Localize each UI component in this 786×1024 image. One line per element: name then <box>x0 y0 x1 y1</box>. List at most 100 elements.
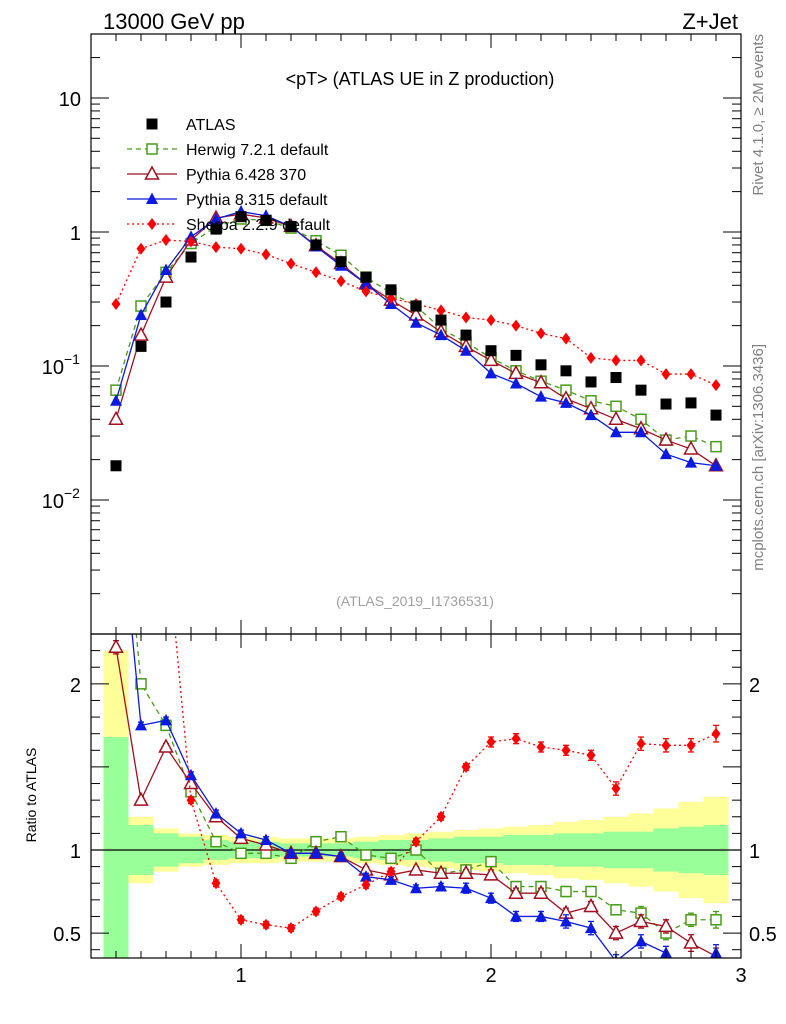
atlas-data-point <box>310 239 322 251</box>
herwig-7-2-1-default-ratio-point <box>385 852 397 865</box>
pythia-8-315-default-main-point <box>435 328 447 341</box>
sherpa-2-2-9-default-ratio-point <box>486 736 496 748</box>
pythia-8-315-default-ratio-point <box>235 826 247 839</box>
atlas-data-point <box>135 340 147 352</box>
herwig-7-2-1-default-ratio-point <box>685 914 697 926</box>
pythia-8-315-default-main-point <box>410 316 422 328</box>
herwig-7-2-1-default-ratio-point <box>135 678 147 690</box>
pythia-8-315-default-ratio-point <box>335 850 347 862</box>
pythia-6-428-370-ratio-point <box>133 791 149 806</box>
pythia-8-315-default-main-point <box>685 456 697 468</box>
pythia-6-428-370-main-point <box>133 326 149 341</box>
sherpa-2-2-9-default-main-point <box>461 311 471 324</box>
sherpa-2-2-9-default-ratio-line <box>174 634 717 929</box>
sherpa-2-2-9-default-ratio-point <box>536 740 546 753</box>
pythia-6-428-370-main-point <box>533 374 549 389</box>
pythia-6-428-370-main-line <box>115 213 717 467</box>
sherpa-2-2-9-default-ratio-point <box>261 918 271 931</box>
legend-sherpa-2-2-9-default-label: Sherpa 2.2.9 default <box>186 217 331 234</box>
pythia-8-315-default-main-point <box>585 408 597 421</box>
sherpa-2-2-9-default-main-point <box>711 379 721 392</box>
legend-pythia-6-428-370-label: Pythia 6.428 370 <box>186 167 306 184</box>
pythia-8-315-default-ratio-point <box>285 846 297 859</box>
herwig-7-2-1-default-ratio-point <box>485 855 497 868</box>
pythia-8-315-default-ratio-point <box>510 909 522 922</box>
atlas-data-point <box>110 460 122 472</box>
atlas-data-point <box>485 345 497 357</box>
pythia-8-315-default-ratio-point <box>485 891 497 904</box>
legend-atlas-label: ATLAS <box>186 117 236 134</box>
header-right-label: Z+Jet <box>682 9 738 34</box>
atlas-data-point <box>610 372 622 384</box>
pythia-8-315-default-main-point <box>710 459 722 471</box>
sherpa-2-2-9-default-main-point <box>311 266 321 279</box>
pythia-6-428-370-ratio-point <box>183 774 199 790</box>
legend-pythia-8-315-default-marker <box>146 192 158 204</box>
pythia-6-428-370-main-point <box>658 431 674 446</box>
pythia-8-315-default-main-point <box>510 376 522 389</box>
herwig-7-2-1-default-main-line <box>115 218 717 448</box>
pythia-6-428-370-ratio-point <box>458 864 474 880</box>
y-tick-label-ratio: 2 <box>70 675 81 697</box>
legend-sherpa-2-2-9-default-marker <box>147 218 157 230</box>
pythia-6-428-370-main-point <box>108 410 124 426</box>
pythia-8-315-default-ratio-point <box>260 833 272 846</box>
legend: ATLAS Herwig 7.2.1 default Pythia 6.428 37… <box>127 117 331 234</box>
sherpa-2-2-9-default-main-point <box>286 257 296 270</box>
pythia-8-315-default-main-point <box>360 277 372 289</box>
pythia-8-315-default-main-point <box>635 425 647 438</box>
pythia-8-315-default-main-point <box>610 425 622 438</box>
y-tick-label-exponent: −2 <box>64 485 80 501</box>
atlas-data-point <box>710 409 722 421</box>
atlas-data-point <box>560 365 572 377</box>
sherpa-2-2-9-default-ratio-point <box>511 732 521 745</box>
pythia-8-315-default-ratio-point <box>210 806 222 819</box>
pythia-6-428-370-ratio-point <box>583 897 599 913</box>
sherpa-2-2-9-default-main-point <box>186 235 196 248</box>
herwig-7-2-1-default-ratio-point <box>710 914 722 926</box>
y-tick-label-ratio-right: 0.5 <box>749 924 777 946</box>
pythia-8-315-default-ratio-point <box>360 870 372 882</box>
atlas-data-point <box>635 384 647 396</box>
y-tick-label-ratio-right: 2 <box>749 675 760 697</box>
legend-pythia-6-428-370-marker <box>144 165 160 180</box>
pythia-8-315-default-main-line <box>115 210 717 467</box>
atlas-data-point <box>685 397 697 409</box>
sherpa-2-2-9-default-ratio-point <box>611 782 621 795</box>
header-left-label: 13000 GeV pp <box>103 9 245 34</box>
rivet-version-label: Rivet 4.1.0, ≥ 2M events <box>750 34 767 196</box>
herwig-7-2-1-default-ratio-point <box>210 835 222 848</box>
sherpa-2-2-9-default-main-point <box>486 314 496 327</box>
pythia-8-315-default-main-point <box>485 366 497 379</box>
pythia-8-315-default-main-point <box>210 212 222 224</box>
atlas-data-point <box>260 214 272 226</box>
atlas-data-point <box>335 256 347 268</box>
pythia-8-315-default-main-point <box>660 447 672 460</box>
pythia-8-315-default-ratio-point <box>310 846 322 859</box>
sherpa-2-2-9-default-ratio-point <box>361 878 371 891</box>
atlas-data-point <box>460 329 472 341</box>
pythia-8-315-default-main-point <box>535 390 547 402</box>
sherpa-2-2-9-default-ratio-point <box>661 739 671 752</box>
sherpa-2-2-9-default-main-point <box>136 242 146 255</box>
sherpa-2-2-9-default-ratio-point <box>686 739 696 752</box>
pythia-6-428-370-ratio-point <box>483 866 499 881</box>
pythia-6-428-370-ratio-point <box>508 884 524 899</box>
herwig-7-2-1-default-ratio-point <box>360 849 372 861</box>
pythia-6-428-370-ratio-point <box>533 884 549 899</box>
herwig-7-2-1-default-ratio-point <box>610 904 622 916</box>
sherpa-2-2-9-default-main-point <box>111 298 121 311</box>
pythia-8-315-default-ratio-point <box>635 934 647 947</box>
sherpa-2-2-9-default-ratio-point <box>411 835 421 848</box>
sherpa-2-2-9-default-main-point <box>536 327 546 340</box>
y-tick-label-main: 10 <box>59 89 81 111</box>
sherpa-2-2-9-default-main-point <box>511 319 521 332</box>
pythia-6-428-370-main-point <box>683 440 699 455</box>
sherpa-2-2-9-default-main-point <box>436 304 446 317</box>
pythia-6-428-370-ratio-point <box>683 934 699 949</box>
pythia-6-428-370-ratio-point <box>108 638 124 654</box>
atlas-data-point <box>360 271 372 283</box>
herwig-7-2-1-default-main-point <box>610 400 622 413</box>
pythia-8-315-default-main-point <box>460 344 472 356</box>
herwig-7-2-1-default-main-point <box>685 430 697 442</box>
